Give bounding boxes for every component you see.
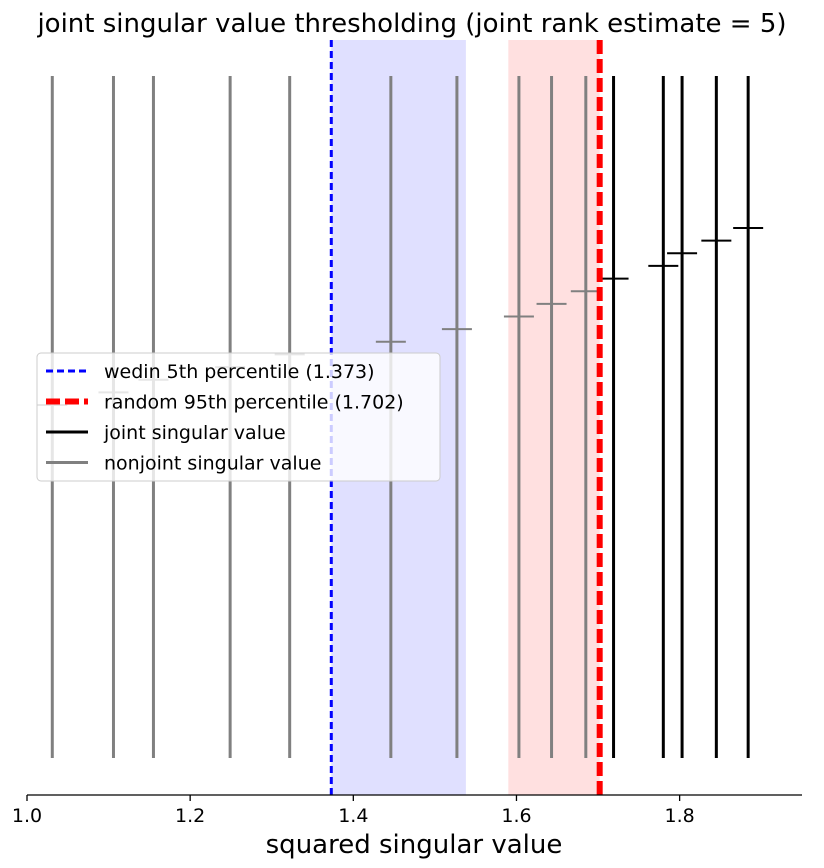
legend-label-1: wedin 5th percentile (1.373) <box>104 361 375 383</box>
x-tick-label-2: 1.2 <box>175 805 205 827</box>
x-tick-label-5: 1.8 <box>665 805 695 827</box>
legend-label-2: random 95th percentile (1.702) <box>104 392 404 414</box>
legend: wedin 5th percentile (1.373) random 95th … <box>36 352 441 482</box>
chart-title: joint singular value thresholding (joint… <box>36 9 786 39</box>
x-axis-label: squared singular value <box>266 830 563 860</box>
legend-label-4: nonjoint singular value <box>104 453 321 475</box>
x-axis: 1.0 1.2 1.4 1.6 1.8 <box>12 794 802 827</box>
x-tick-label-4: 1.6 <box>501 805 531 827</box>
x-tick-label-3: 1.4 <box>338 805 368 827</box>
legend-box <box>36 352 441 482</box>
singular-value-lines <box>50 76 750 758</box>
x-tick-label-1: 1.0 <box>12 805 42 827</box>
legend-label-3: joint singular value <box>103 422 286 444</box>
